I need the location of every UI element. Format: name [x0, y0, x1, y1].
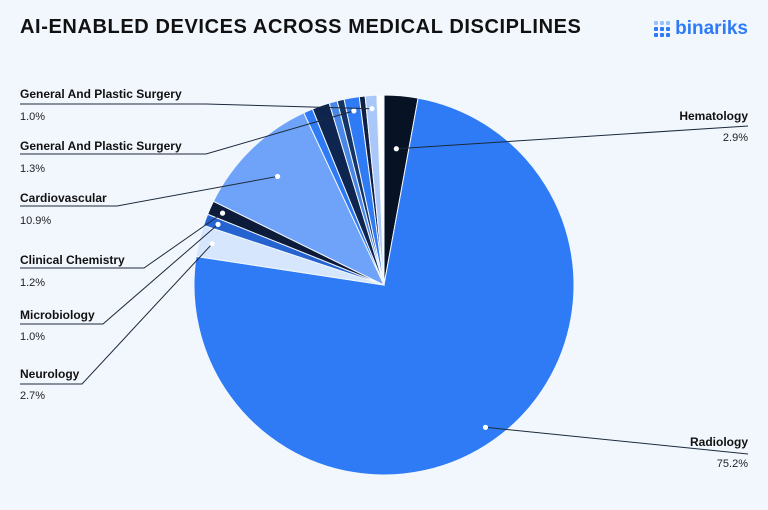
leader-line — [20, 110, 355, 155]
slice-label-name: Clinical Chemistry — [20, 253, 125, 267]
leader-line — [20, 103, 372, 110]
logo-text: binariks — [675, 18, 748, 39]
leader-dot — [351, 108, 357, 114]
leader-line — [20, 212, 223, 269]
leader-dot — [275, 173, 281, 180]
leader-line — [485, 426, 749, 455]
logo-dots-icon — [654, 21, 671, 37]
brand-logo: binariks — [654, 18, 748, 40]
slice-label-name: General And Plastic Surgery — [20, 87, 182, 101]
leader-dot — [215, 221, 221, 227]
pie-slice — [376, 94, 385, 286]
slice-label-value: 1.2% — [20, 277, 45, 289]
slice-labels: Hematology 2.9% Radiology 75.2% Neurology 2.7… — [20, 87, 748, 470]
slice-label-name: Radiology — [690, 435, 748, 449]
slice-label-value: 2.7% — [20, 390, 45, 402]
slice-label-name: Hematology — [679, 109, 748, 123]
slice-label-value: 10.9% — [20, 215, 51, 227]
slice-label-name: Cardiovascular — [20, 191, 107, 205]
pie-slices — [193, 94, 575, 476]
slice-label-value: 1.0% — [20, 331, 45, 343]
leader-dot — [393, 146, 399, 152]
leader-dot — [482, 424, 489, 430]
leader-dot — [209, 241, 215, 247]
pie-slice-radiology — [193, 97, 575, 476]
slice-label-value: 2.9% — [723, 132, 748, 144]
slice-label-value: 1.0% — [20, 111, 45, 123]
leader-line — [20, 243, 213, 385]
slice-label-value: 75.2% — [717, 458, 748, 470]
leader-line — [396, 125, 749, 150]
slice-label-name: General And Plastic Surgery — [20, 139, 182, 153]
slice-label-name: Neurology — [20, 367, 80, 381]
slice-label-name: Microbiology — [20, 308, 95, 322]
slice-label-value: 1.3% — [20, 163, 45, 175]
leader-line — [20, 175, 278, 207]
leader-lines — [20, 103, 749, 455]
pie-slice-cardiovascular — [212, 112, 386, 287]
chart-title: AI-ENABLED DEVICES ACROSS MEDICAL DISCIP… — [20, 16, 582, 38]
leader-line — [20, 223, 219, 325]
leader-dot — [369, 106, 375, 112]
leader-dot — [219, 210, 226, 216]
